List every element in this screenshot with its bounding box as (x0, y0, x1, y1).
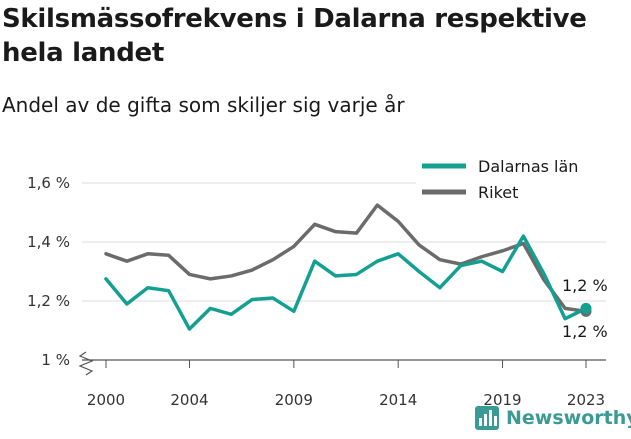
x-tick-label: 2023 (567, 391, 605, 409)
newsworthy-logo-icon (475, 406, 499, 430)
brand-name: Newsworthy (506, 407, 631, 429)
x-tick-label: 2009 (275, 391, 313, 409)
series-line-riket (104, 203, 588, 314)
axis-break-icon (78, 351, 94, 376)
end-label-dalarna: 1,2 % (562, 276, 608, 295)
y-tick-label: 1,4 % (27, 233, 70, 251)
legend-background (416, 150, 606, 208)
series-line-dalarna (104, 234, 588, 331)
legend-label-riket: Riket (478, 183, 518, 202)
x-tick-label: 2014 (379, 391, 417, 409)
x-tick-label: 2019 (483, 391, 521, 409)
end-markers: 1,2 % 1,2 % (562, 276, 608, 341)
end-dot-dalarna (580, 302, 592, 314)
series-lines (104, 203, 588, 331)
y-tick-label: 1 % (41, 351, 70, 369)
chart-subtitle: Andel av de gifta som skiljer sig varje … (2, 93, 405, 117)
y-tick-label: 1,2 % (27, 292, 70, 310)
x-tick-label: 2000 (87, 391, 125, 409)
legend-label-dalarna: Dalarnas län (478, 157, 578, 176)
x-tick-label: 2004 (170, 391, 208, 409)
newsworthy-brand: Newsworthy (474, 405, 631, 431)
legend: Dalarnas län Riket (416, 150, 606, 208)
grid-lines (82, 182, 606, 361)
chart-title: Skilsmässofrekvens i Dalarna respektive … (2, 4, 587, 68)
end-label-riket: 1,2 % (562, 322, 608, 341)
axes: 1 % 1,2 % 1,4 % 1,6 % 2000 2004 2009 2014 2019 20… (27, 174, 605, 409)
y-tick-label: 1,6 % (27, 174, 70, 192)
